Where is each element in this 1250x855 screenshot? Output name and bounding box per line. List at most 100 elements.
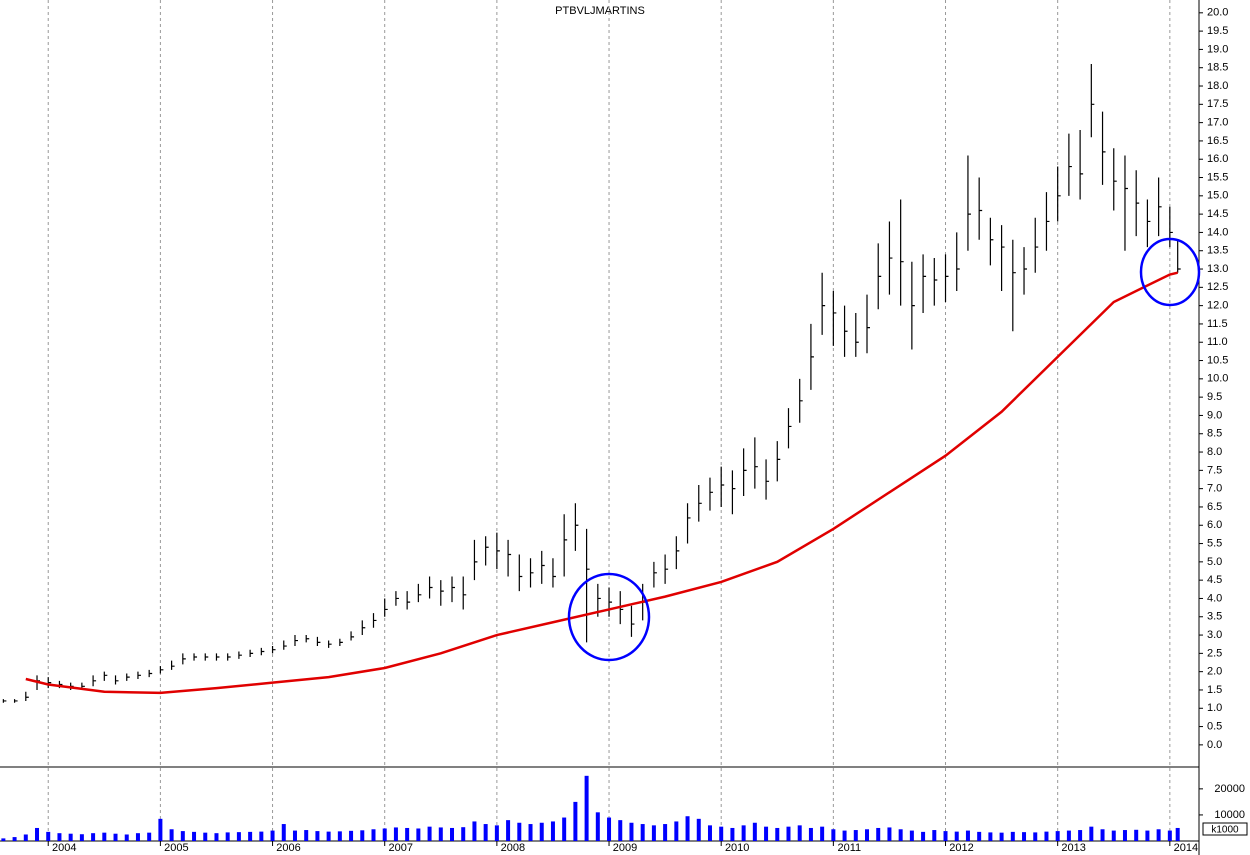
x-tick-label: 2009 bbox=[613, 842, 637, 854]
volume-bar bbox=[315, 831, 320, 841]
volume-bar bbox=[719, 826, 724, 841]
volume-bar bbox=[1167, 830, 1172, 841]
x-tick-label: 2005 bbox=[164, 842, 188, 854]
volume-bar bbox=[764, 826, 769, 841]
price-bar bbox=[518, 554, 523, 592]
volume-y-tick-label: 10000 bbox=[1214, 809, 1245, 821]
price-bar bbox=[305, 635, 310, 643]
volume-bar bbox=[876, 827, 881, 841]
price-bar bbox=[843, 305, 848, 357]
volume-bar bbox=[1, 838, 6, 841]
price-bar bbox=[686, 503, 691, 544]
volume-bar bbox=[483, 824, 488, 841]
volume-bar bbox=[169, 829, 174, 841]
volume-bar bbox=[752, 822, 757, 841]
volume-bar bbox=[932, 830, 937, 841]
unit-label: k1000 bbox=[1211, 825, 1239, 836]
volume-bar bbox=[91, 833, 96, 841]
price-bar bbox=[1124, 155, 1128, 251]
price-bar bbox=[1101, 111, 1106, 185]
y-tick-label: 7.5 bbox=[1207, 464, 1222, 476]
volume-bar bbox=[79, 834, 84, 841]
unit-box bbox=[1202, 822, 1248, 836]
price-bar bbox=[271, 646, 276, 654]
price-bar bbox=[462, 576, 467, 610]
price-bar bbox=[137, 671, 141, 679]
volume-bar bbox=[1010, 831, 1015, 841]
price-bar bbox=[541, 550, 545, 584]
price-bar bbox=[978, 177, 983, 240]
y-tick-label: 4.0 bbox=[1207, 592, 1222, 604]
volume-bar bbox=[248, 831, 253, 841]
y-tick-label: 2.5 bbox=[1207, 647, 1222, 659]
price-bar bbox=[1090, 64, 1095, 138]
y-tick-label: 13.5 bbox=[1207, 245, 1228, 257]
volume-bar bbox=[808, 827, 813, 841]
volume-bar bbox=[607, 817, 612, 841]
price-bar bbox=[821, 272, 826, 335]
price-bar bbox=[731, 470, 736, 515]
volume-bar bbox=[405, 827, 410, 841]
price-bar bbox=[1057, 166, 1061, 222]
y-tick-label: 11.5 bbox=[1207, 318, 1228, 330]
volume-bar bbox=[158, 818, 163, 841]
price-bar bbox=[787, 408, 792, 449]
volume-bar bbox=[853, 830, 858, 841]
price-bar bbox=[417, 583, 422, 603]
price-bar bbox=[810, 323, 814, 390]
price-bar bbox=[372, 613, 377, 628]
price-bar bbox=[799, 378, 803, 423]
volume-bar bbox=[797, 825, 802, 841]
volume-bar bbox=[147, 832, 152, 841]
price-bar bbox=[888, 221, 893, 295]
volume-bar bbox=[1122, 830, 1127, 841]
price-bar bbox=[1177, 239, 1181, 273]
y-tick-label: 6.5 bbox=[1207, 501, 1222, 513]
y-tick-label: 9.5 bbox=[1207, 391, 1222, 403]
y-tick-label: 16.5 bbox=[1207, 135, 1228, 147]
y-tick-label: 5.0 bbox=[1207, 556, 1222, 568]
y-tick-label: 12.0 bbox=[1207, 300, 1228, 312]
price-bar bbox=[1113, 148, 1117, 211]
volume-bar bbox=[775, 827, 780, 841]
price-bar bbox=[193, 653, 198, 661]
y-tick-label: 18.0 bbox=[1207, 80, 1228, 92]
price-bar bbox=[552, 558, 556, 588]
price-bar bbox=[92, 675, 97, 687]
price-bar bbox=[395, 591, 399, 606]
volume-bar bbox=[438, 827, 443, 841]
price-bar bbox=[126, 673, 130, 681]
volume-bar bbox=[450, 827, 455, 841]
volume-bar bbox=[135, 833, 140, 841]
price-bar bbox=[182, 653, 186, 665]
volume-bar bbox=[842, 830, 847, 841]
price-bar bbox=[765, 459, 770, 500]
volume-bar bbox=[977, 831, 982, 841]
volume-bar bbox=[292, 830, 297, 841]
moving-average-line bbox=[25, 271, 1178, 695]
price-bar bbox=[743, 448, 747, 496]
y-tick-label: 19.0 bbox=[1207, 43, 1228, 55]
volume-bar bbox=[865, 829, 870, 841]
price-bar bbox=[922, 254, 927, 313]
y-tick-label: 19.5 bbox=[1207, 25, 1228, 37]
volume-bar bbox=[618, 820, 623, 841]
volume-bar bbox=[562, 817, 567, 841]
volume-bar bbox=[102, 832, 107, 841]
chart-title: PTBVLJMARTINS bbox=[555, 5, 645, 17]
price-bar bbox=[944, 254, 949, 302]
price-bar bbox=[586, 528, 590, 643]
y-tick-label: 5.5 bbox=[1207, 537, 1222, 549]
y-tick-label: 8.5 bbox=[1207, 428, 1222, 440]
price-bar bbox=[227, 653, 231, 661]
price-bar bbox=[440, 580, 444, 606]
volume-bar bbox=[831, 829, 836, 841]
price-bar bbox=[630, 605, 635, 637]
y-tick-label: 17.0 bbox=[1207, 117, 1228, 129]
volume-bar bbox=[1156, 829, 1161, 841]
price-bar bbox=[485, 536, 489, 566]
volume-bar bbox=[528, 824, 533, 841]
price-bar bbox=[339, 638, 343, 647]
